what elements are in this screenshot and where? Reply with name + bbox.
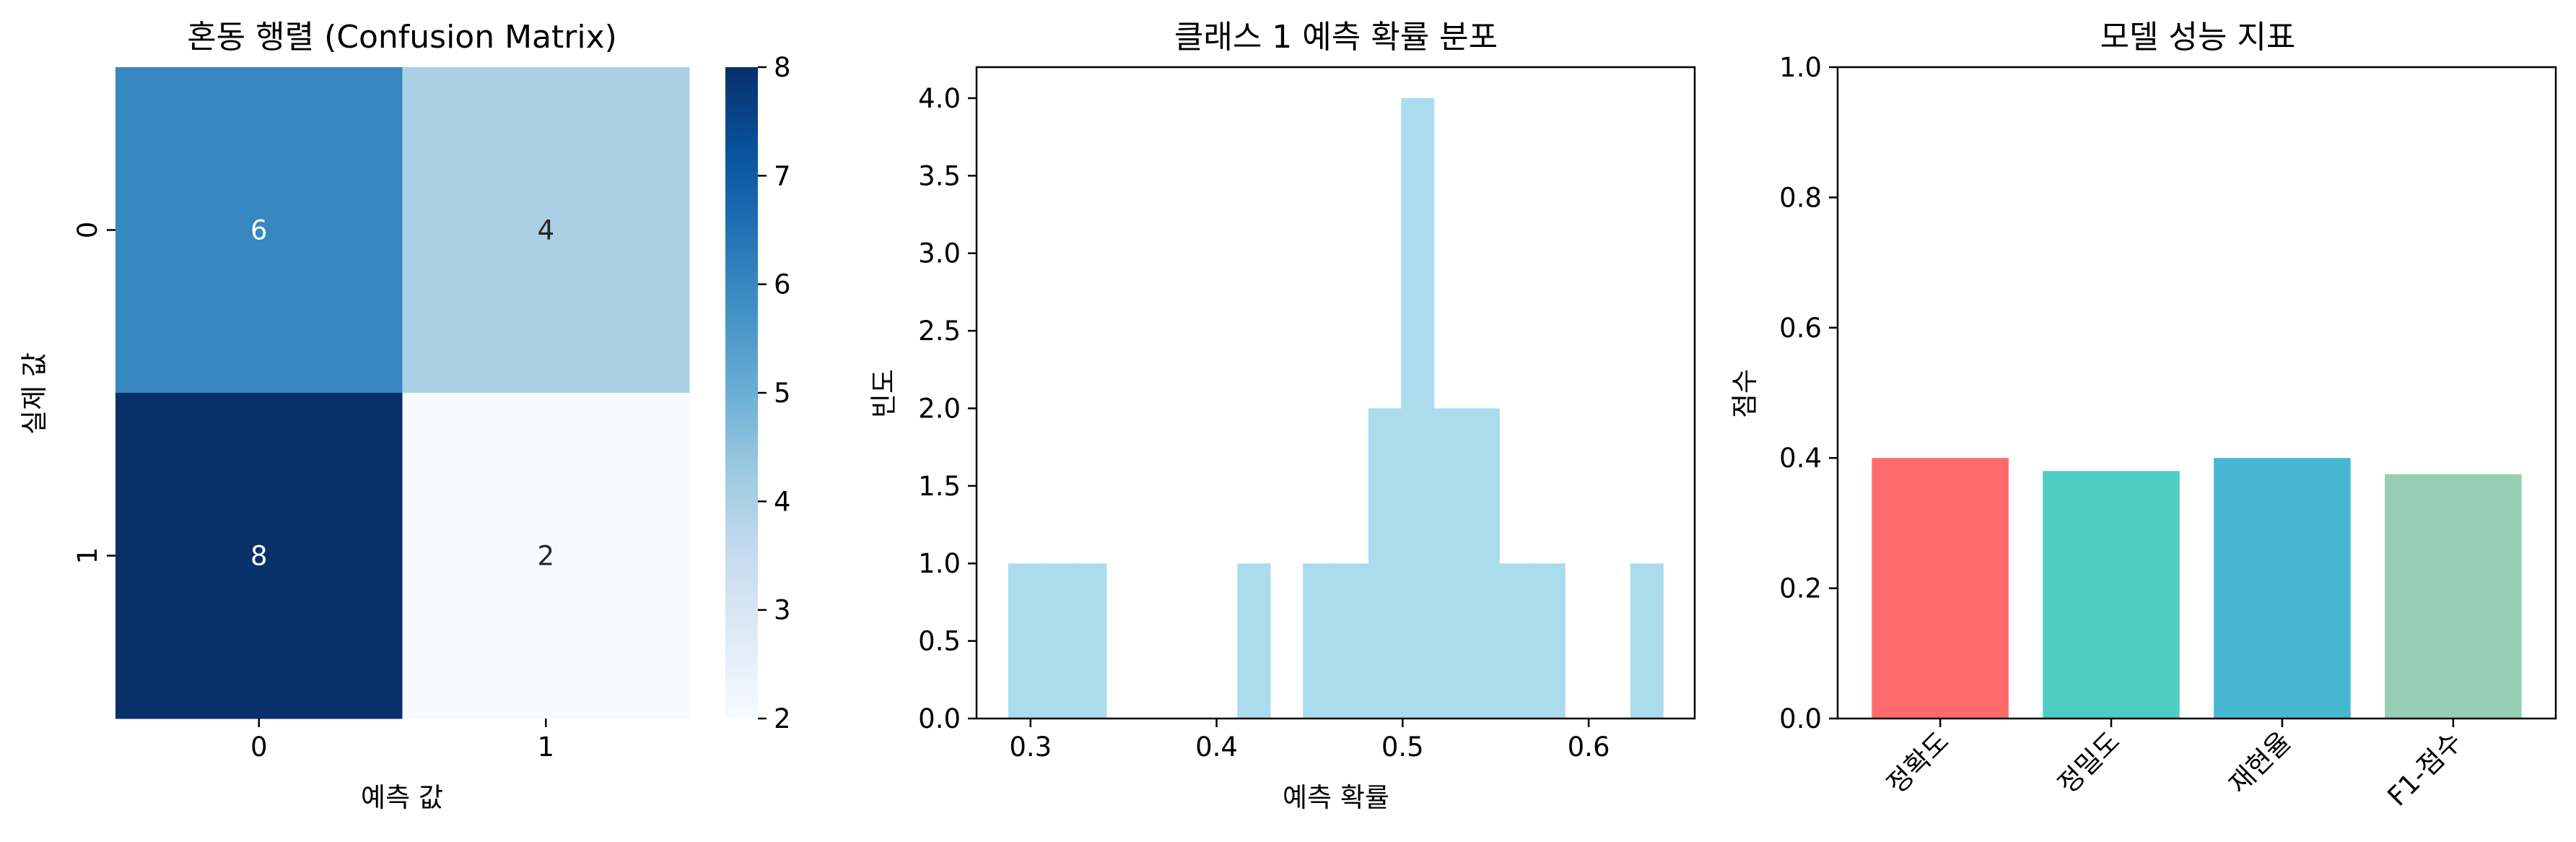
histogram-xlabel: 예측 확률 [1283,782,1389,813]
metric-bar [2385,474,2522,719]
histogram-bar [1532,563,1566,719]
metrics-title: 모델 성능 지표 [2100,19,2296,56]
heatmap-ylabel: 실제 값 [19,352,50,435]
histogram-x-tick-label: 0.3 [1009,732,1052,763]
histogram-bar [1630,563,1664,719]
metrics-panel: 모델 성능 지표 정확도 정밀도 재현율 F1-점수 0.0 0.2 0.4 0.6 0.8 1… [1729,19,2557,812]
metric-y-tick-label: 1.0 [1779,52,1822,83]
histogram-bar [1433,408,1467,719]
histogram-x-ticks: 0.3 0.4 0.5 0.6 [1009,719,1610,763]
metric-y-tick-label: 0.0 [1779,703,1822,734]
metric-x-tick-label: 정확도 [1881,726,1955,800]
histogram-y-tick-label: 0.0 [918,703,961,734]
metrics-x-ticks: 정확도 정밀도 재현율 F1-점수 [1881,719,2468,812]
colorbar-tick-label: 3 [774,595,791,626]
histogram-y-tick-label: 3.5 [918,160,961,191]
histogram-bar [1368,408,1402,719]
probability-histogram-panel: 클래스 1 예측 확률 분포 0.3 0.4 0.5 0.6 0.0 0.5 1.0 1.5… [868,19,1696,813]
metric-bar [2043,471,2180,719]
histogram-bar [1466,408,1500,719]
heatmap-cell-label: 4 [537,215,554,246]
colorbar-tick-label: 2 [774,703,791,734]
histogram-bar [1303,563,1337,719]
metric-x-tick-label: 정밀도 [2052,726,2126,800]
histogram-title: 클래스 1 예측 확률 분포 [1174,19,1498,56]
metric-y-tick-label: 0.2 [1779,573,1822,604]
metric-x-tick-label: 재현율 [2223,726,2297,800]
histogram-y-tick-label: 3.0 [918,238,961,269]
metric-bar [1872,458,2009,719]
histogram-bar [1237,563,1271,719]
histogram-y-tick-label: 1.0 [918,548,961,579]
histogram-y-tick-label: 2.0 [918,393,961,424]
histogram-y-tick-label: 4.0 [918,83,961,114]
colorbar-tick-label: 7 [774,160,791,191]
histogram-bars [1008,97,1664,719]
heatmap-x-tick-label: 1 [537,732,554,763]
heatmap-cell-label: 2 [537,541,554,572]
colorbar-ticks: 2 3 4 5 6 7 8 [758,52,791,734]
histogram-bar [1401,97,1435,719]
metric-bar [2214,458,2351,719]
metric-x-tick-label: F1-점수 [2382,726,2468,812]
histogram-y-tick-label: 2.5 [918,316,961,347]
histogram-x-tick-label: 0.4 [1195,732,1238,763]
colorbar [725,67,758,719]
heatmap-y-ticks: 01 [72,222,115,565]
histogram-bar [1041,563,1075,719]
heatmap-cell [402,67,690,394]
heatmap-xlabel: 예측 값 [361,782,443,813]
metric-bars [1872,458,2522,719]
colorbar-tick-label: 4 [774,486,791,517]
histogram-y-tick-label: 1.5 [918,471,961,502]
histogram-x-tick-label: 0.5 [1381,732,1424,763]
metrics-frame [1836,66,2557,720]
histogram-bar [1335,563,1369,719]
colorbar-tick-label: 8 [774,52,791,83]
heatmap-cell [115,67,403,394]
heatmap-title: 혼동 행렬 (Confusion Matrix) [187,19,617,56]
metrics-ylabel: 점수 [1729,369,1760,418]
heatmap-cell-label: 8 [250,541,268,572]
heatmap-cells: 6 4 8 2 [115,67,690,719]
colorbar-tick-label: 6 [774,269,791,300]
histogram-y-ticks: 0.0 0.5 1.0 1.5 2.0 2.5 3.0 3.5 4.0 [918,83,977,734]
histogram-y-tick-label: 0.5 [918,626,961,657]
histogram-bar [1073,563,1107,719]
heatmap-y-tick-label: 0 [72,222,103,239]
histogram-x-tick-label: 0.6 [1568,732,1610,763]
metric-y-tick-label: 0.8 [1779,182,1822,213]
heatmap-cell [402,393,690,719]
histogram-bar [1008,563,1042,719]
heatmap-x-tick-label: 0 [250,732,268,763]
metric-y-tick-label: 0.6 [1779,313,1822,344]
histogram-frame [975,66,1696,720]
heatmap-y-tick-label: 1 [72,547,103,565]
metric-y-tick-label: 0.4 [1779,443,1822,474]
heatmap-cell-label: 6 [250,215,268,246]
colorbar-tick-label: 5 [774,378,791,409]
histogram-bar [1499,563,1533,719]
heatmap-cell [115,393,403,719]
metrics-y-ticks: 0.0 0.2 0.4 0.6 0.8 1.0 [1779,52,1838,734]
histogram-ylabel: 빈도 [868,369,899,418]
